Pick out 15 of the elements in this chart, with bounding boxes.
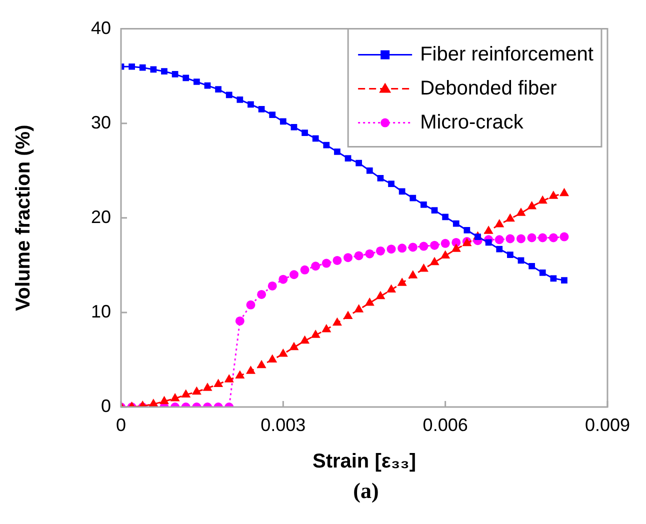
x-axis-title: Strain [ε₃₃]: [312, 450, 416, 473]
legend-label: Fiber reinforcement: [420, 43, 594, 66]
legend-label: Debonded fiber: [420, 77, 558, 100]
y-tick-label: 0: [100, 396, 111, 416]
y-axis-title: Volume fraction (%): [12, 124, 35, 312]
y-tick-label: 40: [90, 18, 111, 38]
y-tick-label: 20: [90, 206, 111, 227]
y-tick-label: 10: [90, 301, 111, 322]
x-tick-label: 0.009: [584, 414, 630, 435]
text: (a): [352, 478, 380, 504]
x-tick-label: 0.006: [422, 414, 468, 435]
x-tick-label: 0: [116, 414, 126, 435]
y-tick-label: 30: [90, 112, 111, 132]
x-tick-label: 0.003: [260, 414, 306, 435]
legend-label: Micro-crack: [420, 111, 524, 134]
